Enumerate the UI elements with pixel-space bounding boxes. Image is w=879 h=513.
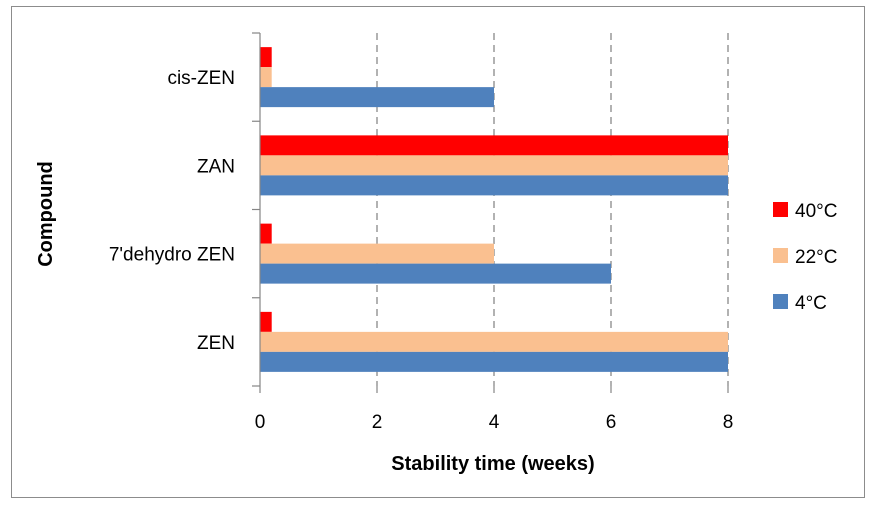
x-tick-label: 2: [372, 412, 383, 433]
x-tick-label: 0: [255, 412, 266, 433]
bar: [260, 223, 272, 244]
bar: [260, 135, 728, 156]
bar: [260, 331, 728, 352]
category-label: cis-ZEN: [167, 68, 235, 89]
bar: [260, 155, 728, 176]
legend-swatch: [773, 248, 788, 263]
legend-swatch: [773, 294, 788, 309]
legend-swatch: [773, 202, 788, 217]
legend-label: 4°C: [795, 293, 827, 314]
bar: [260, 243, 494, 264]
x-tick-label: 8: [723, 412, 734, 433]
legend-label: 40°C: [795, 201, 837, 222]
tick-labels: cis-ZEN ZAN 7'dehydro ZEN ZEN 0 2 4 6 8: [109, 68, 733, 433]
bar: [260, 263, 611, 284]
bar: [260, 351, 728, 372]
grid-lines: [376, 33, 729, 386]
x-tick-label: 6: [606, 412, 617, 433]
bar: [260, 67, 272, 88]
bar: [260, 47, 272, 68]
legend-label: 22°C: [795, 247, 837, 268]
x-axis-title: Stability time (weeks): [391, 453, 594, 475]
bar: [260, 311, 272, 332]
bar: [260, 87, 494, 108]
bar: [260, 175, 728, 196]
category-label: ZAN: [197, 156, 235, 177]
category-label: ZEN: [197, 333, 235, 354]
axes: [252, 32, 729, 393]
bars: [260, 47, 728, 372]
y-axis-title: Compound: [35, 161, 57, 267]
category-label: 7'dehydro ZEN: [109, 245, 235, 266]
x-tick-label: 4: [489, 412, 500, 433]
legend: 40°C 22°C 4°C: [773, 201, 837, 314]
